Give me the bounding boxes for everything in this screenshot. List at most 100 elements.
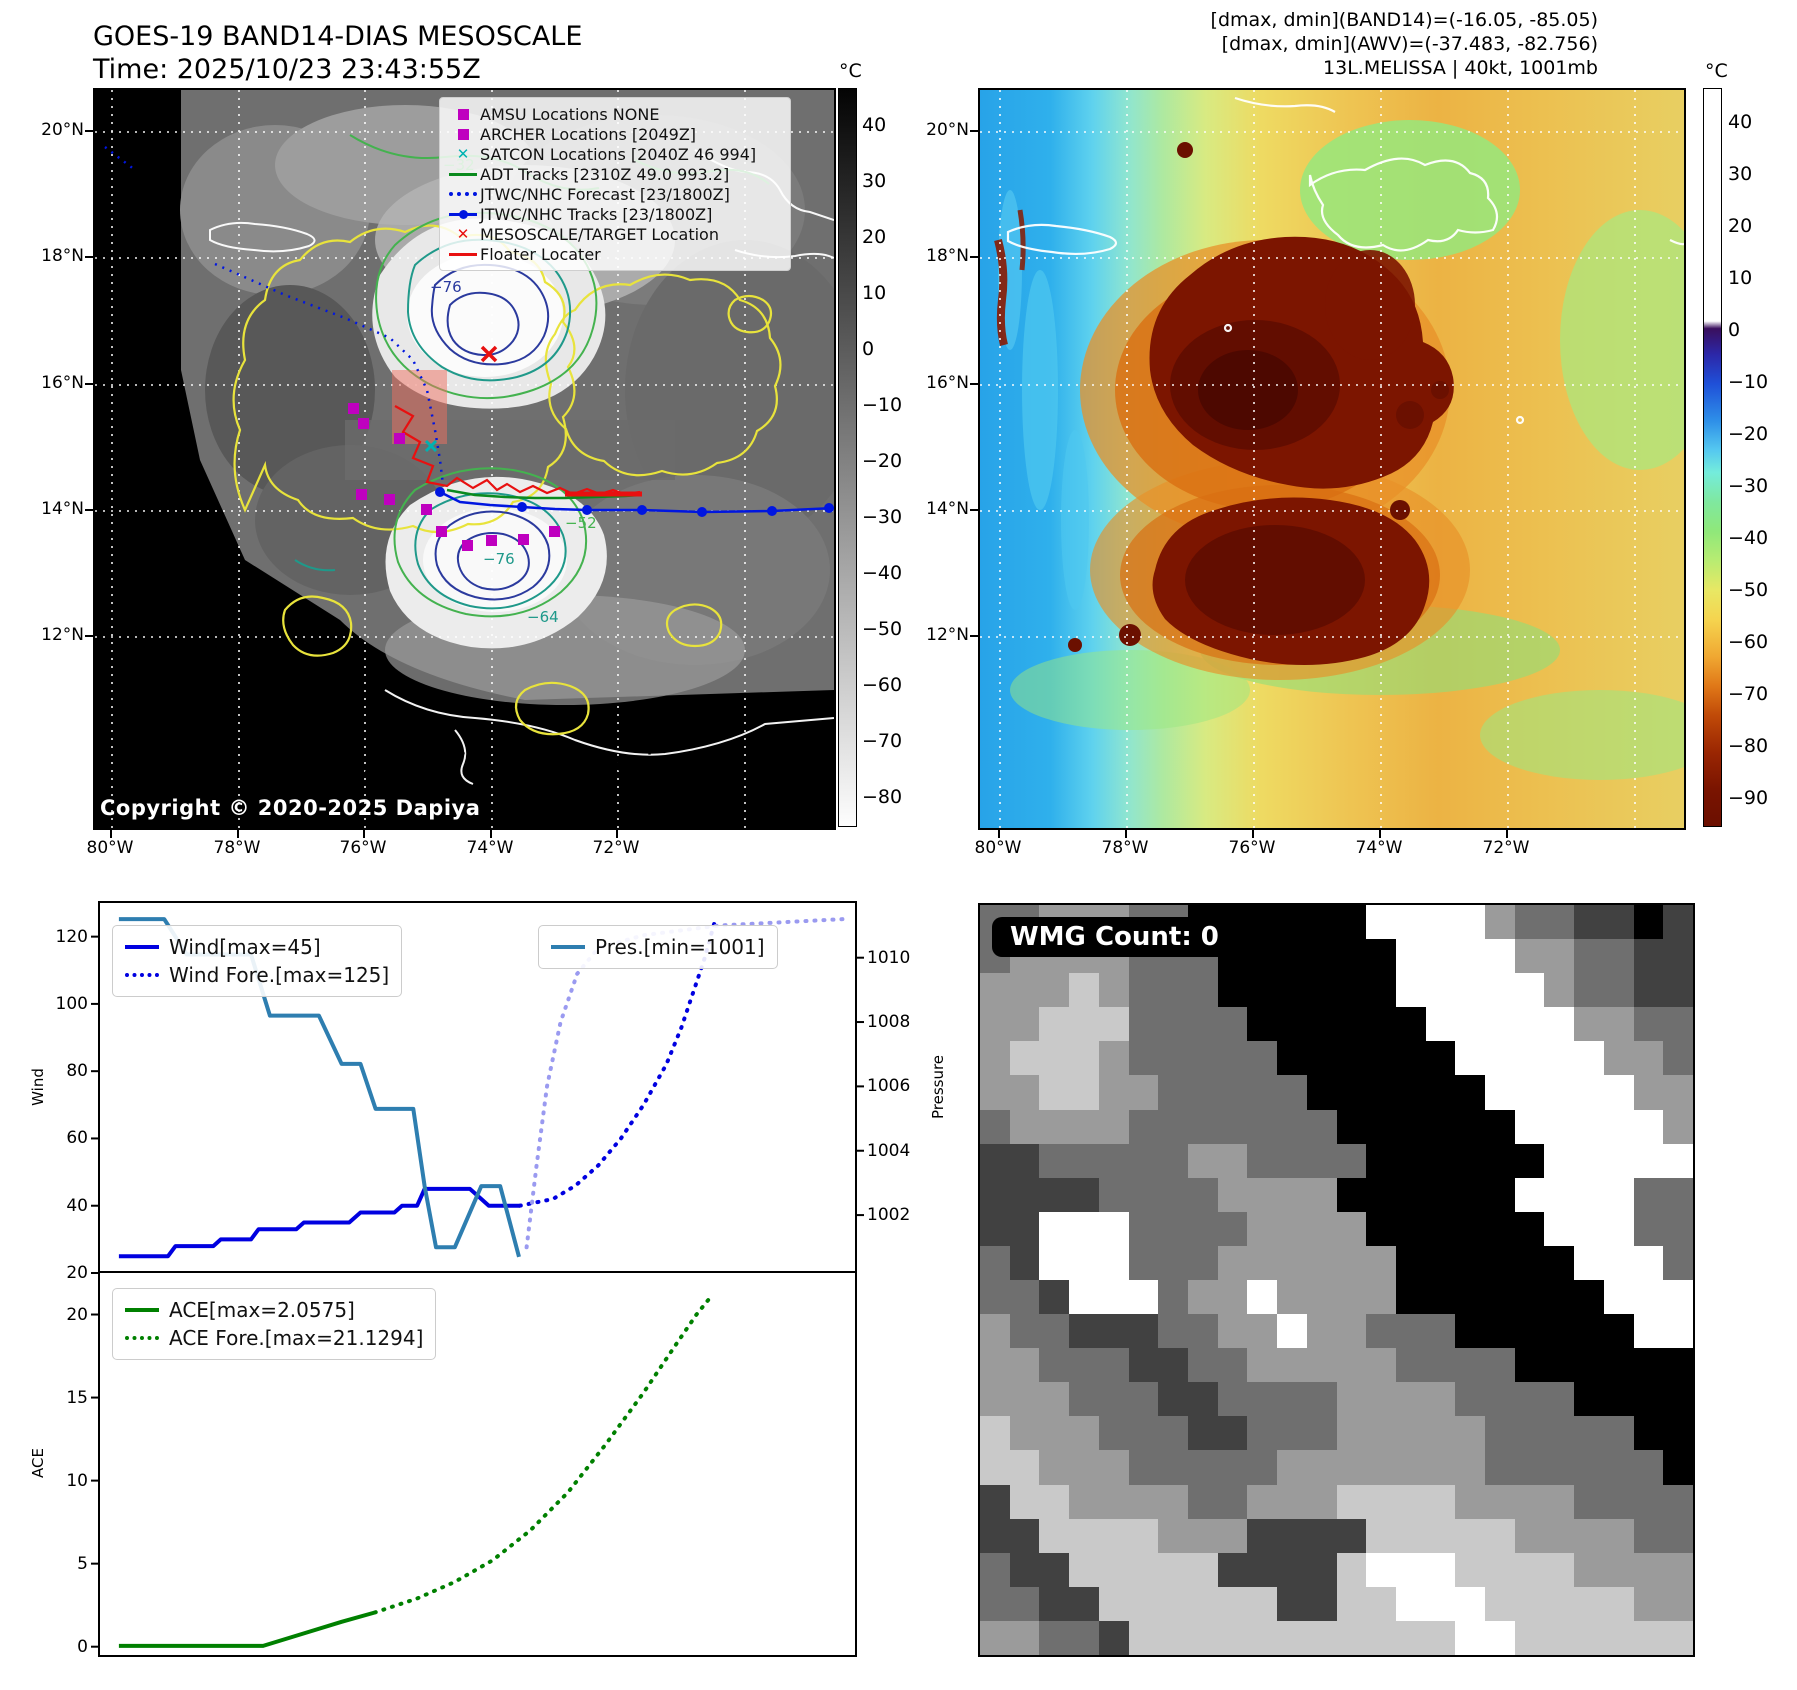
wmg-cell — [1306, 1245, 1337, 1280]
wmg-cell — [1128, 1314, 1159, 1349]
wmg-cell — [1098, 1348, 1129, 1383]
y-tick-label: 40 — [66, 1195, 88, 1216]
wmg-cell — [1306, 1518, 1337, 1553]
wmg-cell — [1277, 1450, 1307, 1485]
page-title-block: GOES-19 BAND14-DIAS MESOSCALE Time: 2025… — [93, 20, 582, 86]
wmg-cell — [1009, 1484, 1040, 1519]
wmg-cell — [1247, 1075, 1278, 1110]
wmg-cell — [1603, 1314, 1634, 1349]
timestamp: Time: 2025/10/23 23:43:55Z — [93, 54, 481, 85]
wmg-cell — [1217, 1586, 1248, 1621]
lat-label: 12°N — [41, 625, 84, 645]
wmg-cell — [1366, 1177, 1396, 1212]
wmg-cell — [1366, 1552, 1396, 1587]
colorbar-tick-label: −20 — [1728, 423, 1769, 445]
wmg-cell — [1455, 1382, 1486, 1417]
wmg-cell — [1633, 1279, 1664, 1315]
wmg-cell — [1485, 1450, 1515, 1485]
wmg-cell — [1247, 1620, 1278, 1655]
wmg-cell — [1455, 1586, 1486, 1621]
dmax-band14: [dmax, dmin](BAND14)=(-16.05, -85.05) — [1210, 9, 1598, 31]
lat-tick — [85, 130, 93, 132]
wmg-cell — [1395, 1245, 1426, 1280]
wmg-cell — [1098, 1552, 1129, 1587]
colorbar-tick-label: −60 — [1728, 631, 1769, 653]
wmg-cell — [1069, 1007, 1099, 1042]
wmg-cell — [1455, 1041, 1486, 1076]
wmg-cell — [1395, 939, 1426, 974]
wmg-cell — [1009, 1416, 1040, 1451]
wmg-cell — [1247, 1279, 1278, 1315]
wmg-pixel-grid — [980, 905, 1693, 1655]
wmg-cell — [1485, 1314, 1515, 1349]
colorbar-tick-label: 0 — [1728, 319, 1741, 341]
y-tick-label: 15 — [66, 1387, 88, 1408]
y-tick-label: 20 — [66, 1304, 88, 1325]
wmg-cell — [1217, 1484, 1248, 1519]
wmg-cell — [1098, 1075, 1129, 1110]
wmg-cell — [1574, 973, 1604, 1008]
wmg-cell — [1158, 1314, 1188, 1349]
wmg-cell — [1485, 1620, 1515, 1655]
wmg-cell — [1395, 1314, 1426, 1349]
wmg-cell — [1187, 1279, 1218, 1315]
wmg-cell — [1603, 1075, 1634, 1110]
wmg-cell — [1455, 905, 1486, 940]
wmg-cell — [1247, 1007, 1278, 1042]
wmg-cell — [1603, 1177, 1634, 1212]
wmg-cell — [1485, 1109, 1515, 1144]
blue-dotted-line-icon — [446, 192, 480, 196]
wmg-cell — [1425, 1211, 1456, 1246]
wmg-cell — [1336, 1041, 1367, 1076]
satcon-marker — [424, 439, 438, 453]
legend-wind: Wind[max=45] — [125, 933, 389, 961]
wmg-cell — [1187, 1245, 1218, 1280]
wmg-cell — [1514, 1348, 1545, 1383]
wmg-cell — [1485, 973, 1515, 1008]
wmg-cell — [1187, 1450, 1218, 1485]
series-Wind[max=45] — [118, 1186, 520, 1259]
wmg-cell — [1247, 1382, 1278, 1417]
wmg-cell — [1128, 1450, 1159, 1485]
wmg-cell — [1663, 939, 1693, 974]
wmg-cell — [1574, 1552, 1604, 1587]
wmg-cell — [1395, 905, 1426, 940]
wmg-cell — [1514, 973, 1545, 1008]
wmg-cell — [1217, 1177, 1248, 1212]
wmg-cell — [1425, 1075, 1456, 1110]
wmg-cell — [1158, 973, 1188, 1008]
y-tick-label: 1010 — [867, 947, 911, 968]
wmg-cell — [1663, 1075, 1693, 1110]
wmg-cell — [1336, 1586, 1367, 1621]
wmg-cell — [1336, 939, 1367, 974]
wmg-cell — [1217, 1245, 1248, 1280]
wmg-cell — [1514, 1484, 1545, 1519]
wmg-cell — [1069, 1620, 1099, 1655]
wmg-cell — [1277, 1245, 1307, 1280]
wmg-cell — [1395, 1620, 1426, 1655]
wmg-cell — [1009, 973, 1040, 1008]
lat-tick — [970, 509, 978, 511]
wmg-cell — [1128, 1620, 1159, 1655]
wind-legend: Wind[max=45] Wind Fore.[max=125] — [112, 925, 403, 997]
wmg-cell — [1009, 1245, 1040, 1280]
lon-tick — [998, 830, 1000, 838]
wmg-cell — [1485, 939, 1515, 974]
lon-label: 76°W — [1228, 838, 1276, 858]
wmg-cell — [1485, 1041, 1515, 1076]
wmg-cell — [1217, 973, 1248, 1008]
wmg-cell — [1603, 939, 1634, 974]
wmg-cell — [1128, 1552, 1159, 1587]
band14-colorbar-unit: °C — [839, 60, 862, 82]
wmg-cell — [1277, 1484, 1307, 1519]
wmg-cell — [1485, 1279, 1515, 1315]
wmg-cell — [1098, 973, 1129, 1008]
wmg-cell — [1217, 1314, 1248, 1349]
wmg-cell — [1574, 1416, 1604, 1451]
lat-tick — [970, 635, 978, 637]
wmg-cell — [1069, 1211, 1099, 1246]
wmg-cell — [1514, 1620, 1545, 1655]
lon-tick — [110, 830, 112, 838]
wmg-cell — [1574, 1211, 1604, 1246]
wmg-cell — [1009, 1518, 1040, 1553]
